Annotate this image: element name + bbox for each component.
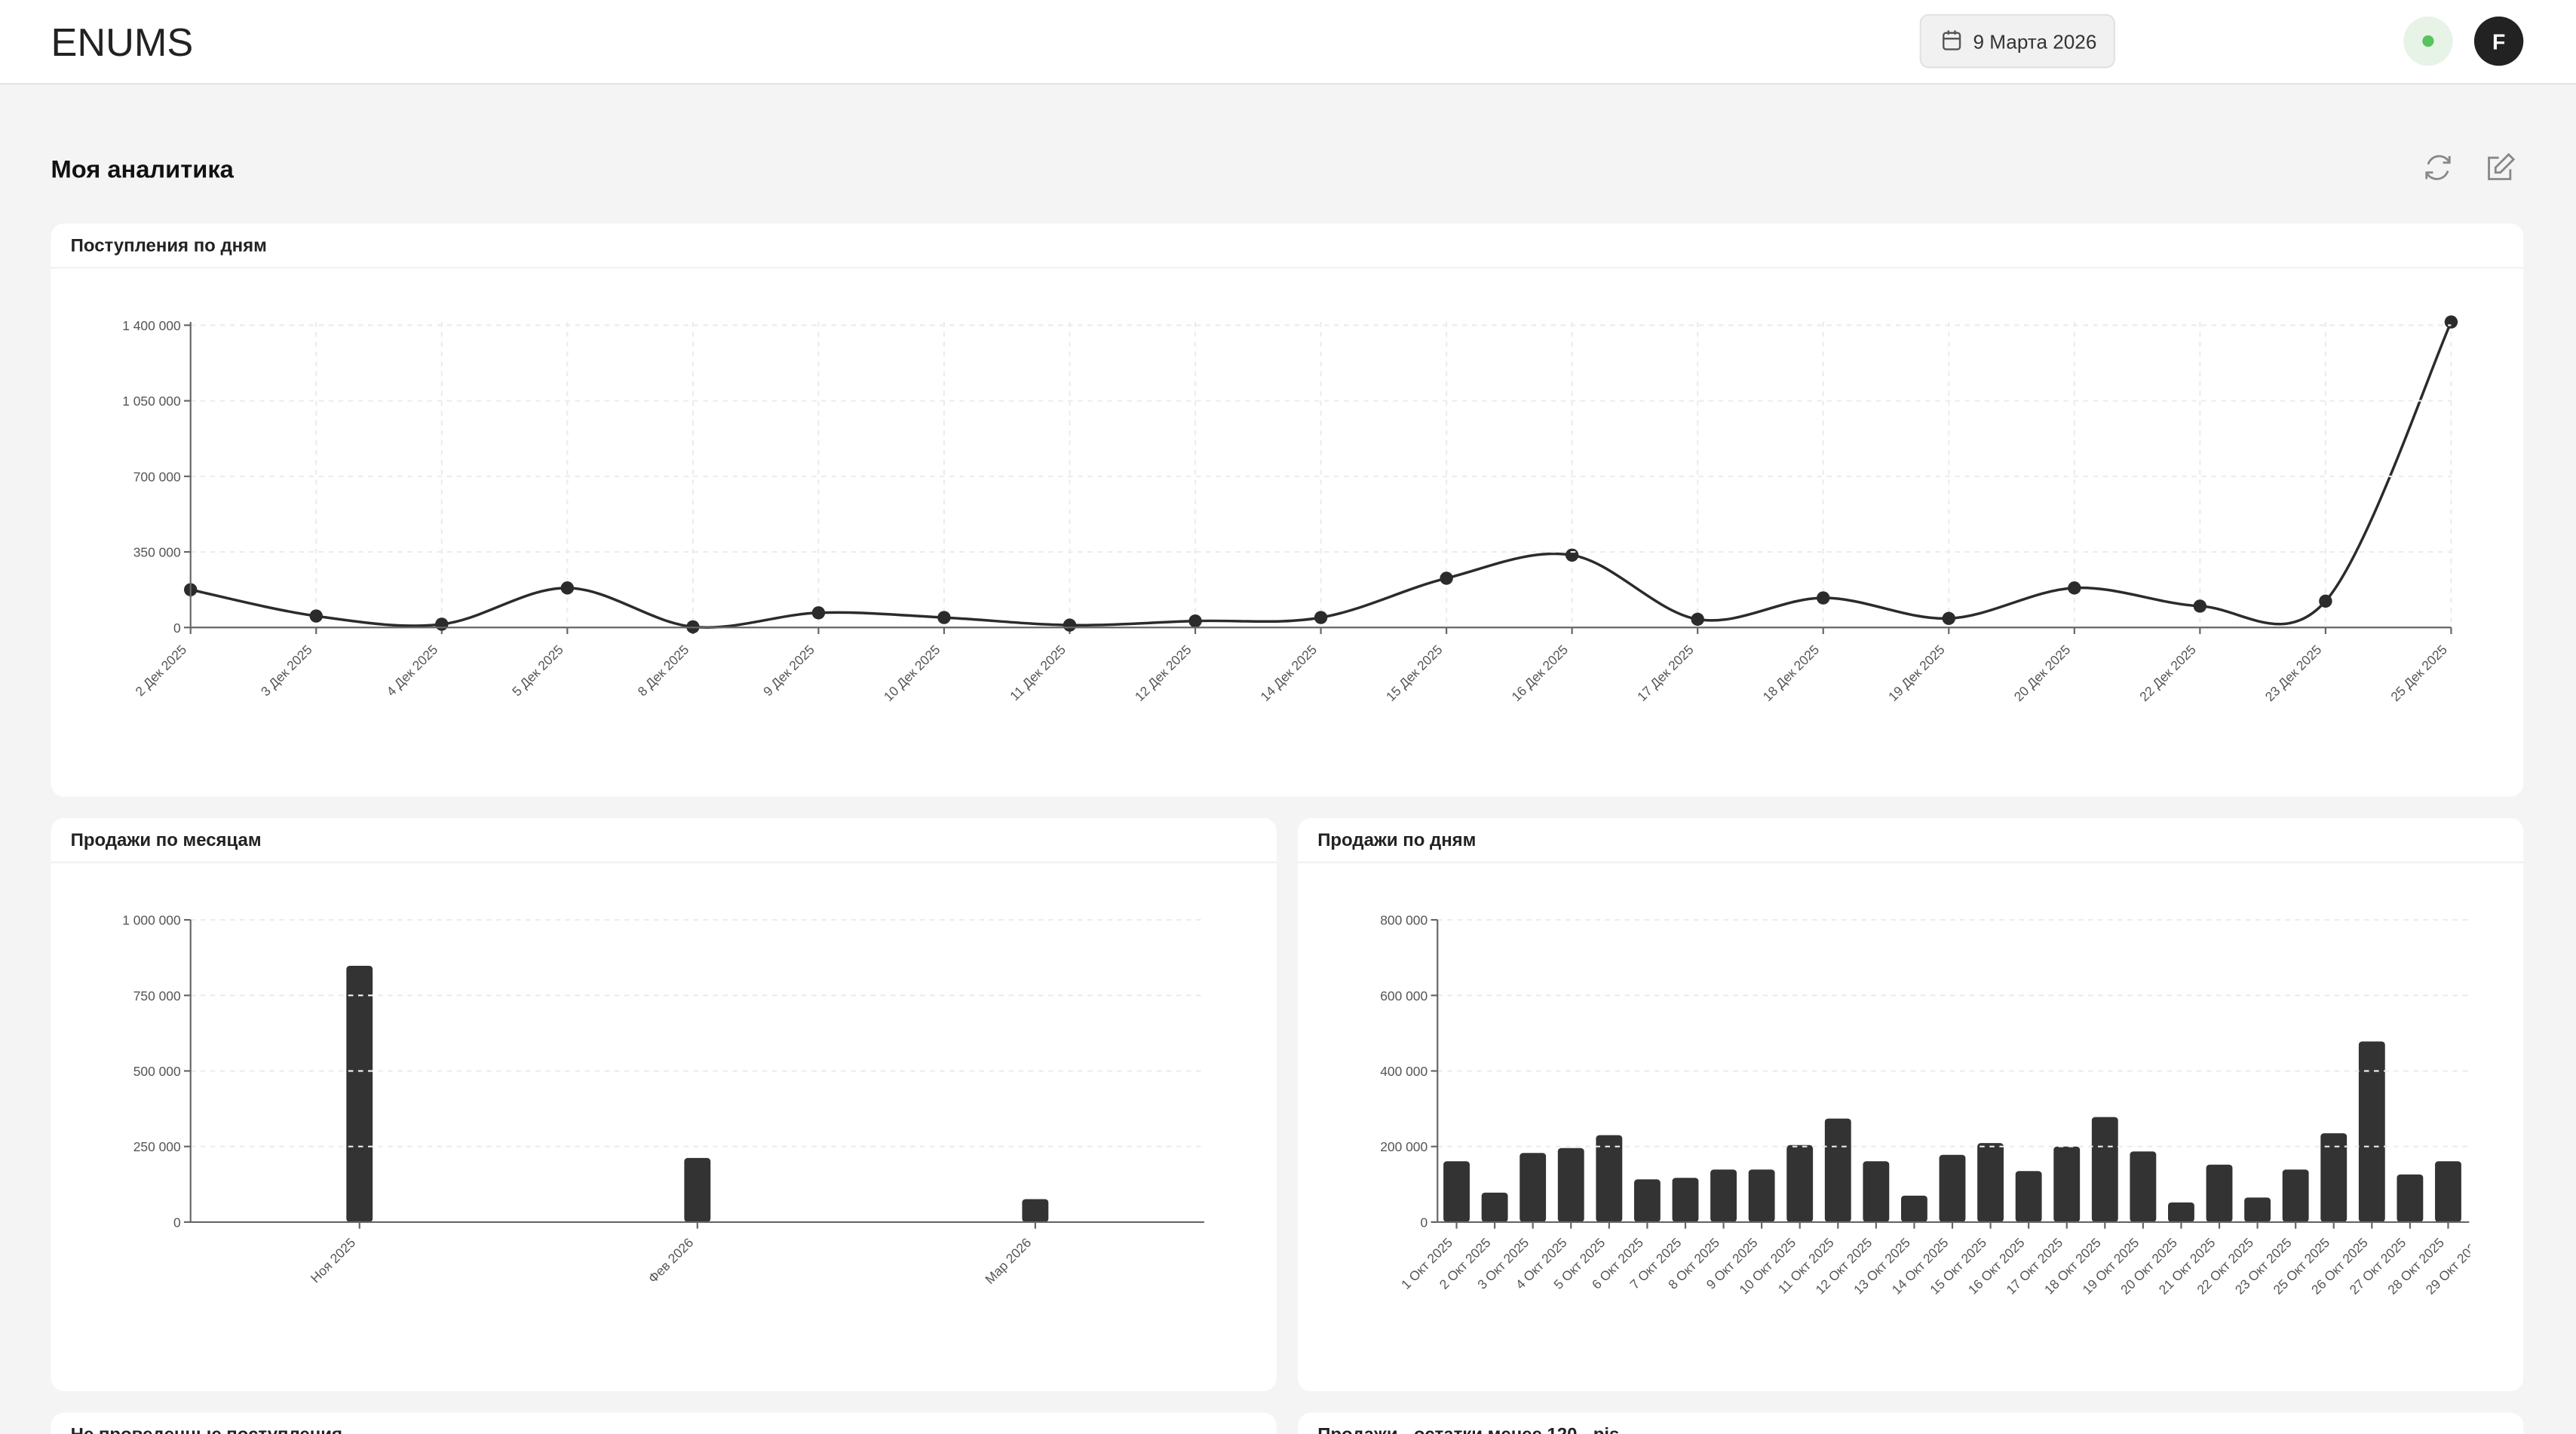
point [1440,571,1453,585]
card [1298,817,2524,1392]
point [1188,614,1202,628]
bar [2244,1197,2271,1222]
bar [1443,1161,1470,1222]
y-tick-label: 1 000 000 [122,913,180,928]
bar [2320,1133,2348,1222]
y-tick-label: 350 000 [133,545,181,560]
point [560,581,575,595]
y-tick-label: 700 000 [133,469,181,484]
card-title: Продажи по дням [1317,830,1476,850]
card-title: Не проведенные поступления [71,1425,342,1434]
bar [2397,1174,2424,1222]
y-tick-label: 600 000 [1380,988,1428,1003]
y-tick-label: 0 [173,1215,181,1230]
calendar-icon [1943,30,1961,51]
bar [2091,1117,2118,1222]
point [1063,618,1077,632]
point [2068,581,2081,595]
bar [2053,1146,2081,1222]
bar [2015,1171,2042,1222]
point [937,611,951,624]
point [2193,599,2207,613]
point [1314,611,1328,624]
bar [1520,1153,1547,1222]
bar [684,1157,711,1222]
bar [1481,1192,1508,1222]
point [309,609,323,623]
bar [2358,1041,2385,1222]
bar [1748,1169,1775,1222]
bar [1022,1199,1049,1222]
card [51,817,1277,1392]
y-tick-label: 0 [173,620,181,636]
card-title: Продажи - остатки менее 120 - pjs [1317,1425,1619,1434]
avatar[interactable] [2473,16,2524,66]
bar [1977,1143,2004,1222]
point [1942,611,1955,625]
card [51,1412,1277,1434]
card-title: Продажи по месяцам [71,830,262,850]
y-tick-label: 400 000 [1380,1064,1428,1079]
y-tick-label: 250 000 [133,1139,181,1154]
bar [2130,1151,2157,1222]
y-tick-label: 200 000 [1380,1139,1428,1154]
bar [1786,1144,1814,1222]
y-tick-label: 500 000 [133,1064,181,1079]
bar [1900,1195,1927,1222]
bar [1633,1179,1661,1222]
card-title: Поступления по дням [71,235,267,256]
y-tick-label: 750 000 [133,988,181,1003]
point [1691,612,1704,627]
card [51,223,2524,797]
point [1817,591,1830,605]
edit-icon[interactable] [2488,152,2516,180]
avatar-letter: F [2492,30,2505,54]
logo[interactable]: ENUMS [51,21,194,65]
date-label: 9 Марта 2026 [1973,30,2096,53]
bar [1824,1118,1851,1222]
date-picker[interactable] [1919,14,2115,69]
point [1565,548,1579,562]
bar [1557,1148,1584,1222]
point [2319,594,2332,608]
point [811,606,826,620]
bar [2206,1164,2233,1222]
bar [1710,1169,1737,1222]
point [435,617,449,631]
bar [1596,1135,1623,1222]
bar [2282,1169,2309,1222]
page-title: Моя аналитика [51,155,235,182]
header-bar [0,0,2576,84]
bar [1939,1154,1966,1222]
y-tick-label: 1 400 000 [122,318,180,333]
y-tick-label: 0 [1420,1215,1428,1230]
bar [2435,1161,2461,1222]
bar [346,965,373,1222]
y-tick-label: 1 050 000 [122,394,180,409]
bar [1672,1178,1699,1222]
status-dot [2422,35,2434,47]
card [1298,1412,2524,1434]
refresh-icon[interactable] [2425,155,2451,180]
bar [1863,1161,1890,1222]
bar [2168,1202,2194,1222]
y-tick-label: 800 000 [1380,913,1428,928]
point [2444,315,2458,329]
